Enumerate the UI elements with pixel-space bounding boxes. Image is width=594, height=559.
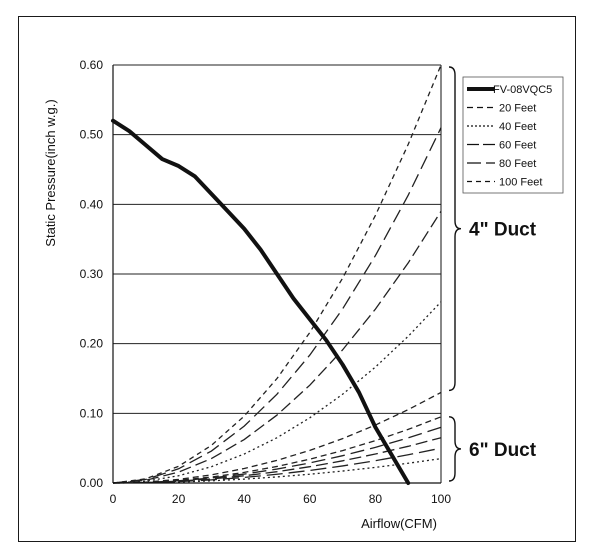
- duct-curve-6in-100-feet: [112, 457, 442, 484]
- duct-curve-4in-40-feet: [112, 127, 442, 484]
- x-tick-label: 20: [172, 492, 186, 506]
- grid-lines: [113, 64, 441, 484]
- duct-curve-4in-100-feet: [112, 391, 442, 484]
- duct-curve-4in-80-feet: [112, 301, 442, 484]
- y-tick-label: 0.10: [80, 406, 104, 420]
- legend-box: [462, 76, 564, 194]
- duct-curve-4in-60-feet: [112, 210, 442, 484]
- x-tick-label: 60: [303, 492, 317, 506]
- duct-curve-6in-40-feet: [112, 426, 442, 484]
- pressure-airflow-chart: 0.00 0.10 0.20 0.30 0.40 0.50 0.60 0 20 40 60 80 100…: [43, 58, 564, 531]
- legend-entry: 80 Feet: [499, 158, 536, 170]
- series-layer: [111, 64, 442, 485]
- x-tick-label: 80: [369, 492, 383, 506]
- duct-label-4in: 4" Duct: [469, 220, 537, 241]
- legend-entry: 40 Feet: [499, 121, 536, 133]
- y-axis-title: Static Pressure(inch w.g.): [43, 99, 58, 246]
- legend-entry: 60 Feet: [499, 140, 536, 152]
- axes: [112, 65, 442, 484]
- legend: FV-08VQC5 20 Feet 40 Feet 60 Feet 80 Feet 100…: [462, 76, 564, 194]
- chart-frame: 0.00 0.10 0.20 0.30 0.40 0.50 0.60 0 20 40 60 80 100…: [18, 16, 576, 542]
- x-tick-label: 100: [431, 492, 451, 506]
- bracket-4in: [448, 66, 462, 392]
- duct-brackets: 4" Duct 6" Duct: [448, 66, 537, 482]
- legend-entry: FV-08VQC5: [493, 84, 552, 96]
- y-tick-label: 0.60: [80, 58, 104, 72]
- x-tick-label: 40: [238, 492, 252, 506]
- legend-entry: 100 Feet: [499, 177, 542, 189]
- legend-entry: 20 Feet: [499, 103, 536, 115]
- duct-curve-4in-20-feet: [112, 64, 442, 484]
- duct-curve-6in-80-feet: [112, 447, 442, 484]
- y-tick-label: 0.40: [80, 197, 104, 211]
- x-tick-label: 0: [110, 492, 117, 506]
- x-axis-title: Airflow(CFM): [361, 516, 437, 531]
- y-tick-label: 0.00: [80, 476, 104, 490]
- tick-labels: 0.00 0.10 0.20 0.30 0.40 0.50 0.60 0 20 40 60 80 100: [80, 58, 452, 506]
- y-tick-label: 0.50: [80, 128, 104, 142]
- duct-label-6in: 6" Duct: [469, 440, 537, 461]
- bracket-6in: [448, 416, 462, 482]
- duct-curve-6in-60-feet: [112, 437, 442, 484]
- fan-curve-line: [111, 118, 411, 485]
- y-tick-label: 0.30: [80, 267, 104, 281]
- y-tick-label: 0.20: [80, 337, 104, 351]
